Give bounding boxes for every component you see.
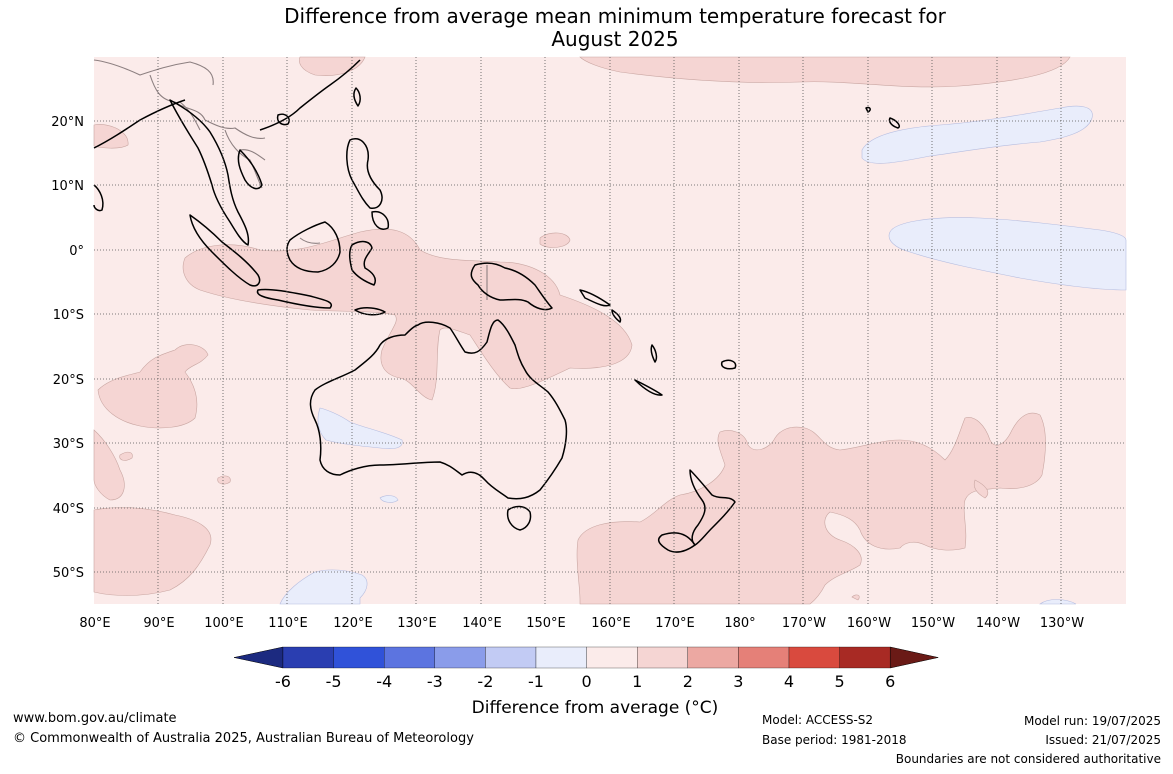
cool-anomaly-regions	[279, 105, 1127, 605]
title-line-1: Difference from average mean minimum tem…	[284, 4, 946, 28]
title-line-2: August 2025	[551, 27, 679, 51]
lon-label: 180°	[724, 616, 755, 631]
colorbar-tick-label: -2	[477, 672, 493, 691]
colorbar-extend-high	[889, 646, 939, 669]
lon-label: 170°W	[782, 616, 826, 631]
lat-label: 10°S	[53, 308, 84, 323]
colorbar-label: Difference from average (°C)	[471, 698, 719, 718]
colorbar-extend-low	[233, 646, 284, 669]
colorbar-tick-label: 6	[885, 672, 895, 691]
colorbar-tick-label: -1	[528, 672, 544, 691]
colorbar-tick-label: 0	[582, 672, 592, 691]
website-link[interactable]: www.bom.gov.au/climate	[13, 711, 177, 726]
lon-label: 140°E	[462, 616, 502, 631]
colorbar-tick-label: -3	[427, 672, 443, 691]
colorbar-segment	[434, 646, 486, 669]
issued-info: Issued: 21/07/2025	[1045, 733, 1161, 747]
lon-label: 120°E	[333, 616, 373, 631]
lon-label: 80°E	[79, 616, 110, 631]
colorbar-segment	[535, 646, 587, 669]
colorbar-segment	[282, 646, 334, 669]
colorbar-tick-label: 4	[784, 672, 794, 691]
lon-label: 140°W	[976, 616, 1020, 631]
lat-label: 40°S	[53, 502, 84, 517]
coastlines	[93, 59, 901, 553]
lat-label: 20°S	[53, 373, 84, 388]
lat-label: 10°N	[51, 179, 84, 194]
lon-label: 100°E	[204, 616, 244, 631]
lon-label: 160°E	[591, 616, 631, 631]
lat-label: 30°S	[53, 437, 84, 452]
lat-label: 0°	[69, 244, 84, 259]
colorbar-segment	[738, 646, 790, 669]
disclaimer-text: Boundaries are not considered authoritat…	[895, 752, 1161, 766]
colorbar	[233, 646, 939, 669]
colorbar-tick-label: -5	[326, 672, 342, 691]
latitude-labels: 20°N 10°N 0° 10°S 20°S 30°S 40°S 50°S	[51, 115, 84, 581]
colorbar-tick-label: 2	[683, 672, 693, 691]
colorbar-segment	[839, 646, 891, 669]
colorbar-segment	[788, 646, 840, 669]
lon-label: 130°E	[397, 616, 437, 631]
colorbar-tick-label: 5	[835, 672, 845, 691]
model-run-info: Model run: 19/07/2025	[1023, 714, 1161, 728]
colorbar-segment	[485, 646, 537, 669]
lon-label: 160°W	[847, 616, 891, 631]
lon-label: 150°W	[911, 616, 955, 631]
lon-label: 130°W	[1040, 616, 1084, 631]
graticule	[94, 57, 1126, 604]
lat-label: 20°N	[51, 115, 84, 130]
copyright-text: © Commonwealth of Australia 2025, Austra…	[13, 731, 474, 746]
lon-label: 90°E	[143, 616, 174, 631]
lon-label: 110°E	[268, 616, 308, 631]
lon-label: 150°E	[526, 616, 566, 631]
map-title: Difference from average mean minimum tem…	[0, 5, 1173, 51]
model-info: Model: ACCESS-S2	[762, 713, 874, 727]
colorbar-segment	[384, 646, 435, 669]
colorbar-tick-labels: -6 -5 -4 -3 -2 -1 0 1 2 3 4 5 6	[275, 672, 895, 691]
longitude-labels: 80°E 90°E 100°E 110°E 120°E 130°E 140°E …	[79, 616, 1084, 631]
colorbar-tick-label: 1	[632, 672, 642, 691]
base-period-info: Base period: 1981-2018	[762, 733, 907, 747]
colorbar-tick-label: -4	[376, 672, 392, 691]
colorbar-segment	[586, 646, 638, 669]
lat-label: 50°S	[53, 566, 84, 581]
colorbar-segment	[333, 646, 385, 669]
colorbar-segment	[687, 646, 739, 669]
colorbar-segment	[637, 646, 688, 669]
colorbar-tick-label: -6	[275, 672, 291, 691]
colorbar-tick-label: 3	[733, 672, 743, 691]
lon-label: 170°E	[655, 616, 695, 631]
